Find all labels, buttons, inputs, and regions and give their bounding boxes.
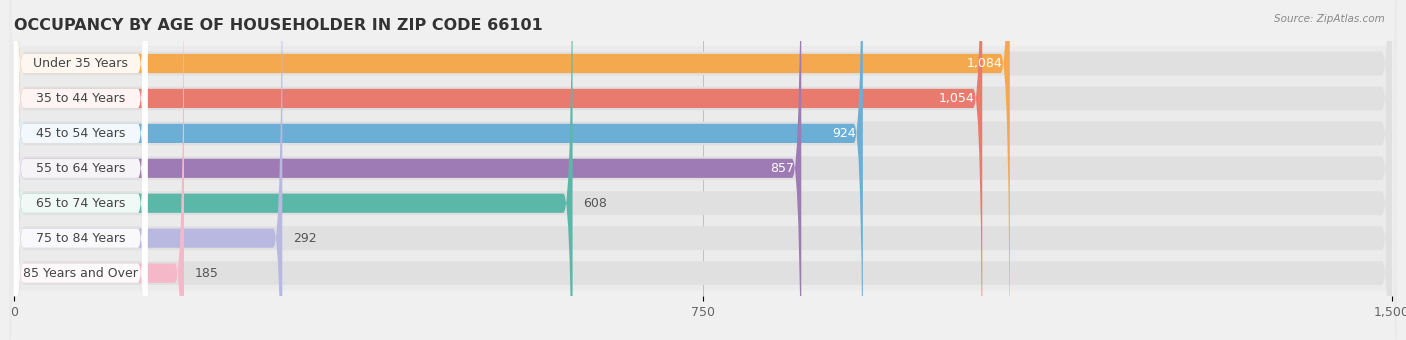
- Text: 185: 185: [195, 267, 219, 279]
- FancyBboxPatch shape: [14, 0, 148, 340]
- FancyBboxPatch shape: [14, 0, 148, 340]
- Text: Source: ZipAtlas.com: Source: ZipAtlas.com: [1274, 14, 1385, 23]
- Text: 55 to 64 Years: 55 to 64 Years: [37, 162, 125, 175]
- Text: 75 to 84 Years: 75 to 84 Years: [37, 232, 125, 245]
- FancyBboxPatch shape: [10, 0, 1396, 340]
- FancyBboxPatch shape: [14, 0, 572, 340]
- FancyBboxPatch shape: [10, 0, 1396, 340]
- Text: 1,084: 1,084: [967, 57, 1002, 70]
- Text: 45 to 54 Years: 45 to 54 Years: [37, 127, 125, 140]
- FancyBboxPatch shape: [10, 0, 1396, 340]
- FancyBboxPatch shape: [10, 0, 1396, 325]
- FancyBboxPatch shape: [14, 0, 983, 340]
- Text: Under 35 Years: Under 35 Years: [34, 57, 128, 70]
- FancyBboxPatch shape: [10, 0, 1396, 340]
- Text: OCCUPANCY BY AGE OF HOUSEHOLDER IN ZIP CODE 66101: OCCUPANCY BY AGE OF HOUSEHOLDER IN ZIP C…: [14, 18, 543, 33]
- FancyBboxPatch shape: [14, 0, 1392, 340]
- FancyBboxPatch shape: [14, 0, 1010, 340]
- Text: 65 to 74 Years: 65 to 74 Years: [37, 197, 125, 210]
- FancyBboxPatch shape: [14, 0, 184, 340]
- FancyBboxPatch shape: [14, 0, 863, 340]
- FancyBboxPatch shape: [14, 0, 148, 340]
- FancyBboxPatch shape: [14, 0, 283, 340]
- FancyBboxPatch shape: [14, 0, 1392, 340]
- Text: 35 to 44 Years: 35 to 44 Years: [37, 92, 125, 105]
- FancyBboxPatch shape: [10, 11, 1396, 340]
- Text: 1,054: 1,054: [939, 92, 974, 105]
- FancyBboxPatch shape: [14, 0, 148, 340]
- FancyBboxPatch shape: [14, 0, 1392, 340]
- FancyBboxPatch shape: [10, 0, 1396, 340]
- Text: 292: 292: [294, 232, 316, 245]
- Text: 608: 608: [583, 197, 607, 210]
- FancyBboxPatch shape: [14, 0, 1392, 340]
- FancyBboxPatch shape: [14, 0, 1392, 340]
- FancyBboxPatch shape: [14, 0, 1392, 340]
- FancyBboxPatch shape: [14, 0, 801, 340]
- Text: 924: 924: [832, 127, 855, 140]
- Text: 85 Years and Over: 85 Years and Over: [24, 267, 138, 279]
- FancyBboxPatch shape: [14, 0, 1392, 340]
- Text: 857: 857: [770, 162, 794, 175]
- FancyBboxPatch shape: [14, 0, 148, 340]
- FancyBboxPatch shape: [14, 0, 148, 340]
- FancyBboxPatch shape: [14, 0, 148, 340]
